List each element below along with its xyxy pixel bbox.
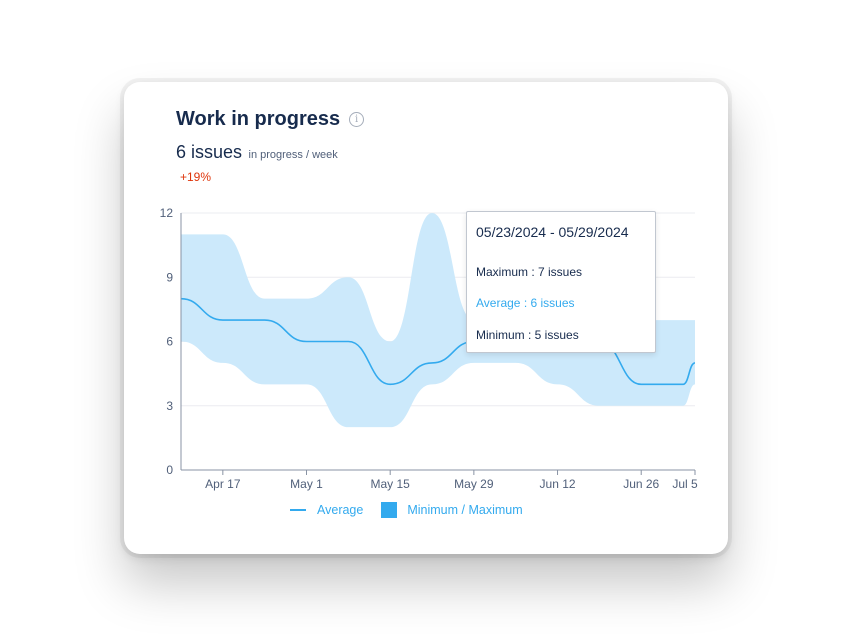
tooltip-date-range: 05/23/2024 - 05/29/2024 xyxy=(476,224,629,240)
x-tick-label: May 29 xyxy=(454,477,494,491)
y-tick-label: 6 xyxy=(166,335,173,349)
y-tick-label: 0 xyxy=(166,463,173,477)
metric-unit: in progress / week xyxy=(248,149,338,161)
legend-average-swatch xyxy=(290,509,306,511)
y-tick-label: 12 xyxy=(160,206,174,220)
y-tick-labels: 0 3 6 9 12 xyxy=(160,206,174,477)
change-badge: +19% xyxy=(180,170,212,184)
x-tick-label: Jun 12 xyxy=(540,477,576,491)
x-tick-labels: Apr 17 May 1 May 15 May 29 Jun 12 Jun 26 Jul 5 xyxy=(205,470,698,491)
x-tick-label: Jul 5 xyxy=(672,477,698,491)
metric-value: 6 issues xyxy=(176,142,243,162)
tooltip-maximum: Maximum : 7 issues xyxy=(476,265,583,279)
x-tick-label: May 1 xyxy=(290,477,323,491)
legend-minmax-label[interactable]: Minimum / Maximum xyxy=(407,503,523,517)
tooltip-minimum: Minimum : 5 issues xyxy=(476,328,579,342)
info-icon[interactable]: i xyxy=(349,112,365,127)
legend-average-label[interactable]: Average xyxy=(317,503,364,517)
tooltip: 05/23/2024 - 05/29/2024 Maximum : 7 issu… xyxy=(466,211,656,353)
average-line xyxy=(180,297,696,386)
x-tick-label: Apr 17 xyxy=(205,477,241,491)
y-tick-label: 9 xyxy=(166,270,173,284)
min-max-band xyxy=(181,213,695,428)
legend-minmax-swatch xyxy=(381,502,398,518)
title-row: Work in progress i xyxy=(176,108,365,131)
x-tick-label: Jun 26 xyxy=(623,477,659,491)
y-tick-label: 3 xyxy=(166,399,173,413)
legend: Average Minimum / Maximum xyxy=(290,502,523,518)
work-in-progress-card: Work in progress i 6 issues in progress … xyxy=(124,82,728,554)
tooltip-average: Average : 6 issues xyxy=(476,296,575,310)
widget-title: Work in progress xyxy=(176,108,341,130)
x-tick-label: May 15 xyxy=(371,477,411,491)
metric: 6 issues in progress / week xyxy=(176,142,338,163)
